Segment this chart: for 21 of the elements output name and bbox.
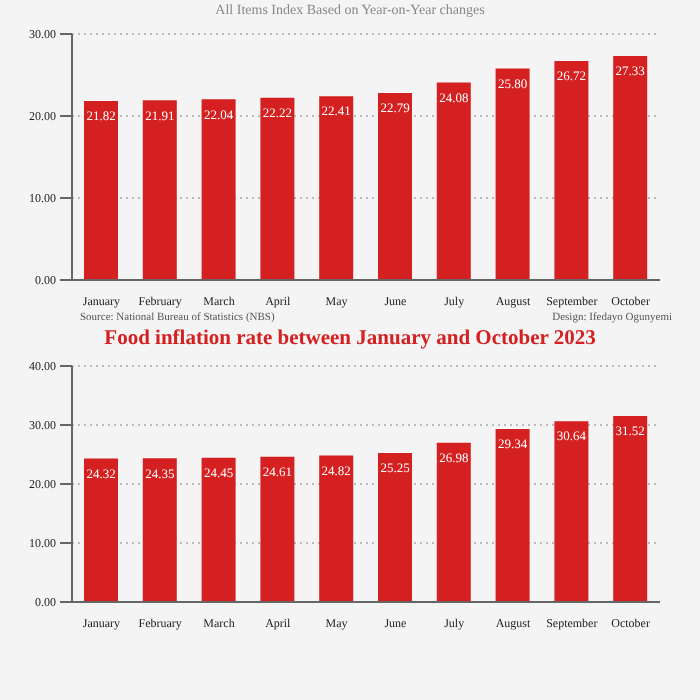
bar <box>554 60 589 280</box>
bar <box>201 457 236 602</box>
bar <box>495 428 530 602</box>
bar <box>436 82 471 280</box>
chart-title: Food inflation rate between January and October 2023 <box>102 328 598 350</box>
bar <box>84 458 118 602</box>
bar <box>260 456 295 602</box>
bar <box>613 416 648 602</box>
bar <box>260 97 295 280</box>
bar <box>201 99 236 280</box>
bar <box>554 421 589 602</box>
bar <box>613 55 648 280</box>
bar <box>84 101 118 280</box>
bar <box>436 442 471 602</box>
bar <box>142 458 177 602</box>
bar <box>378 93 412 280</box>
bar <box>319 96 354 280</box>
bar <box>142 100 177 280</box>
bar <box>378 453 412 602</box>
bar <box>495 68 530 280</box>
bar <box>319 455 354 602</box>
